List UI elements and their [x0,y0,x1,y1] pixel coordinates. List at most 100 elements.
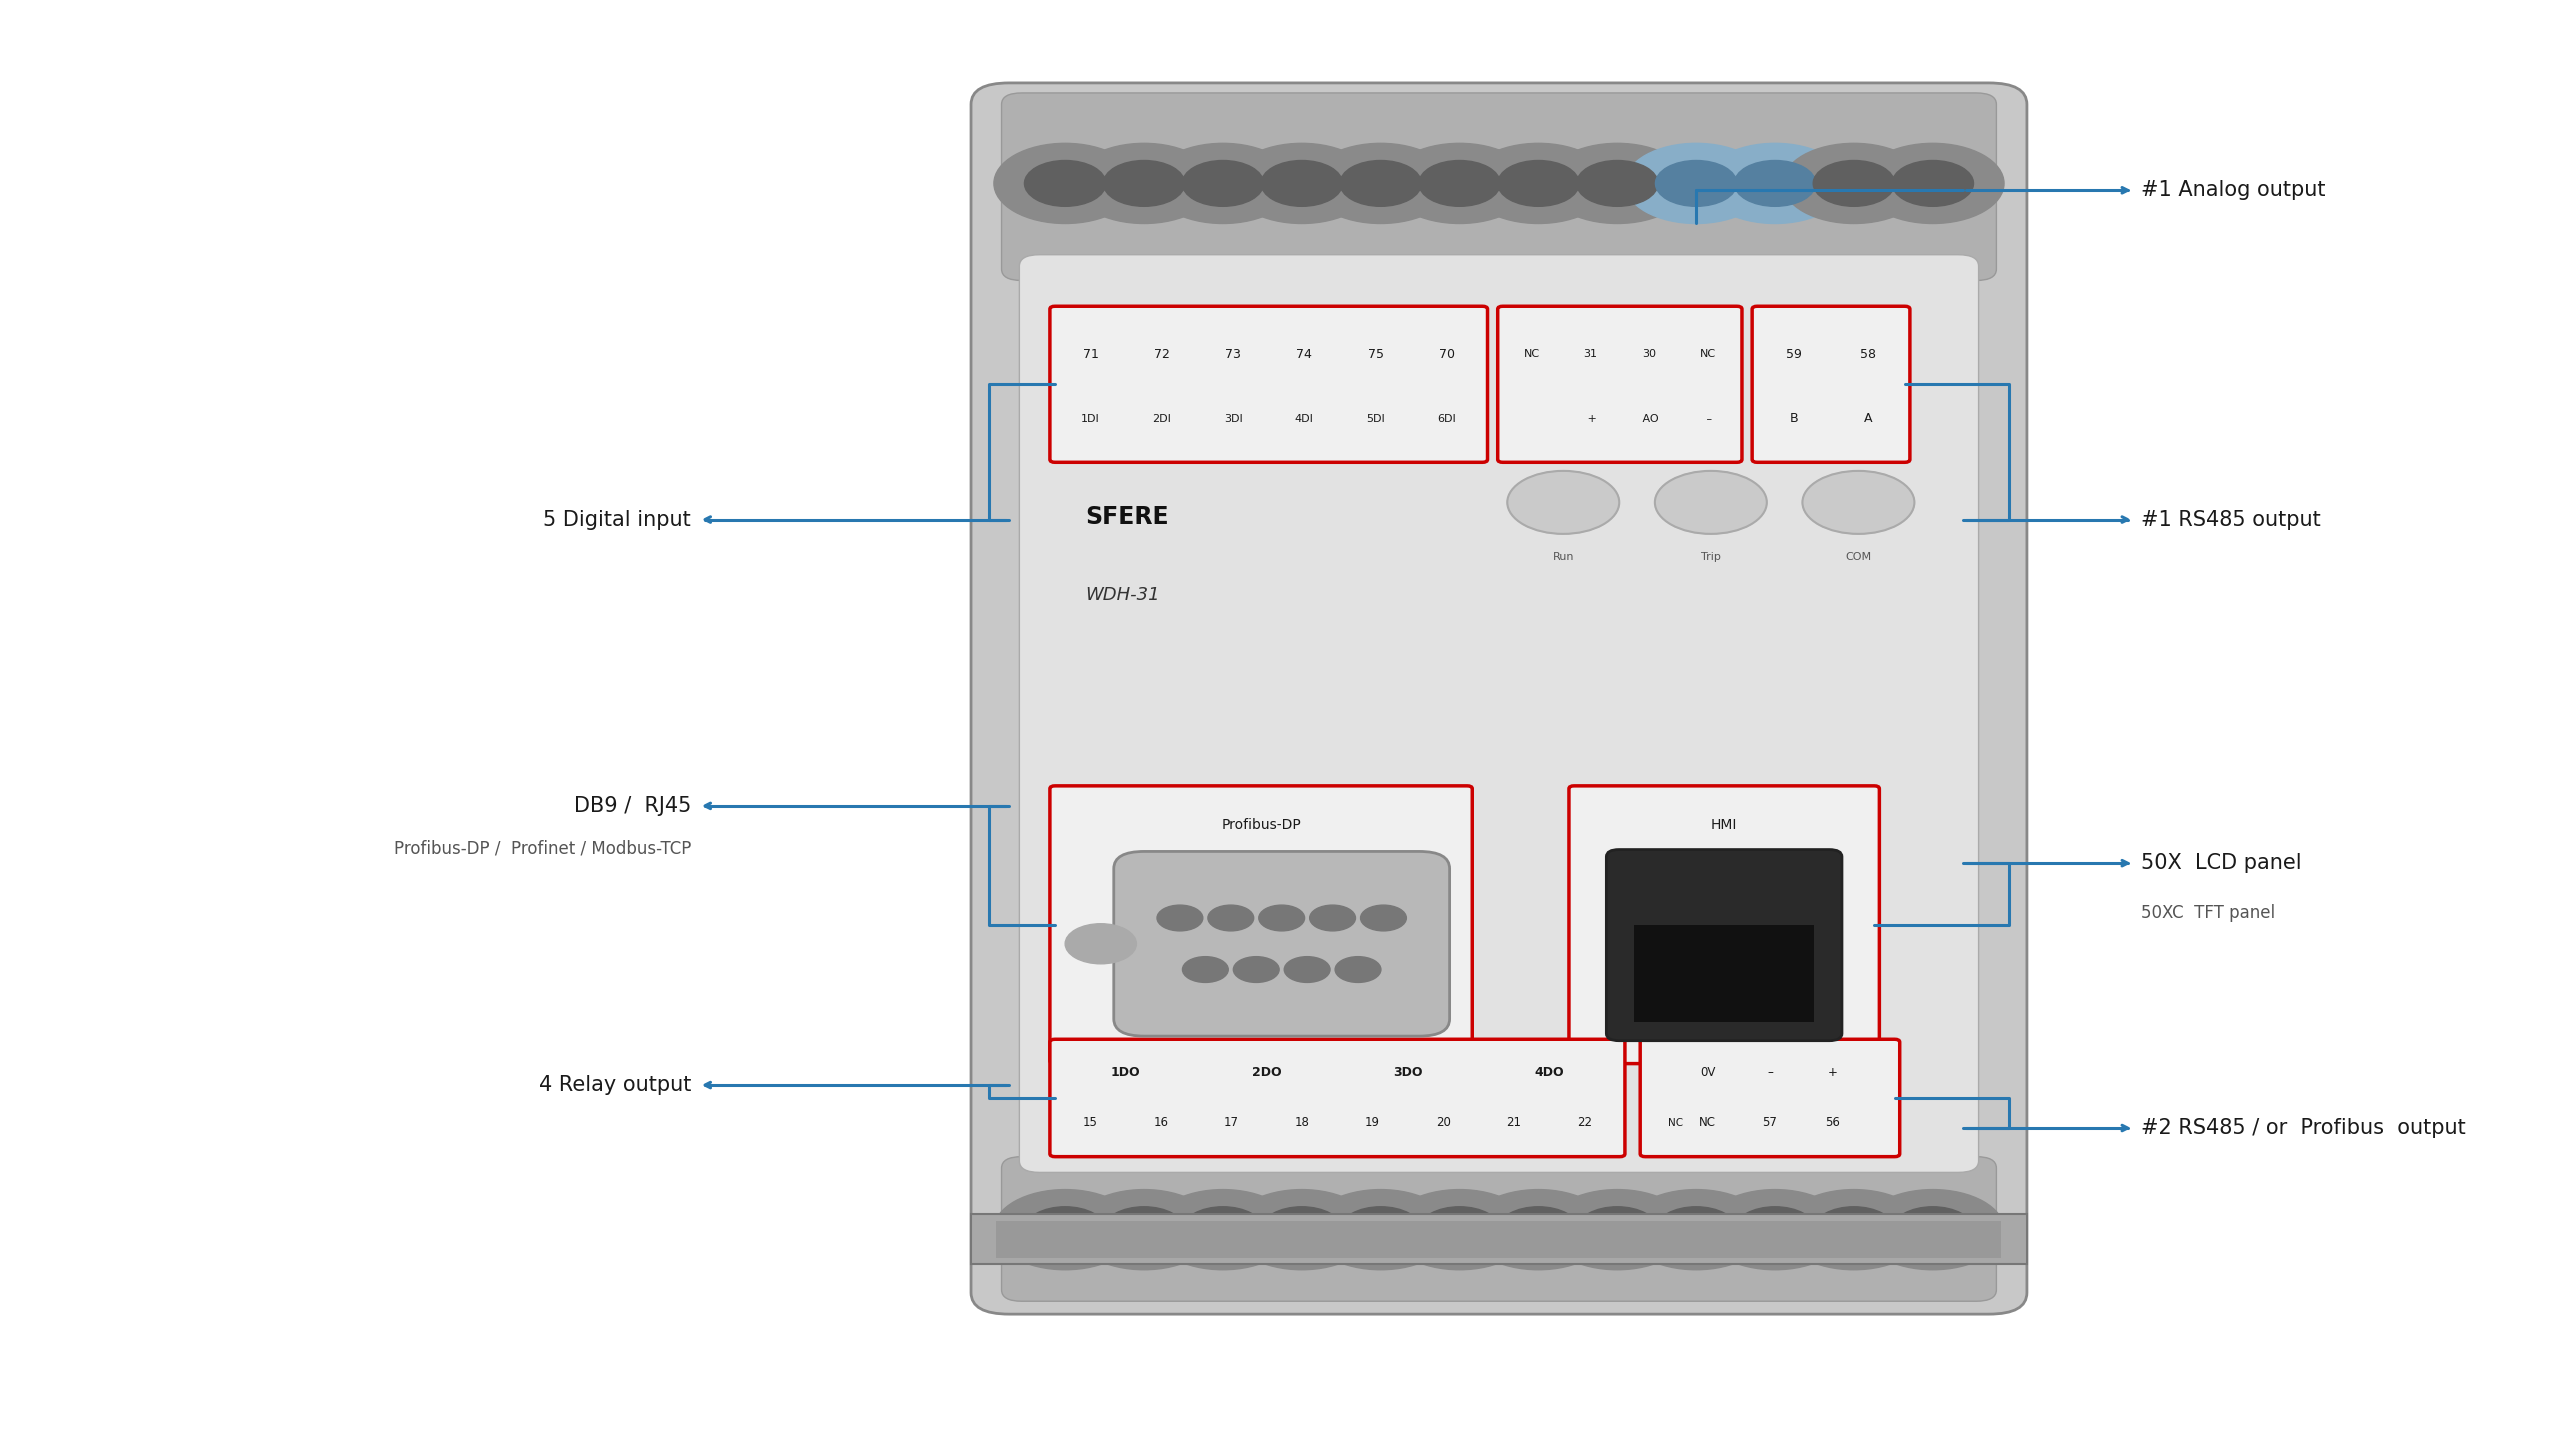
Circle shape [1073,1189,1216,1270]
FancyBboxPatch shape [970,84,2028,1315]
Circle shape [1103,1207,1185,1253]
Text: Trip: Trip [1700,553,1720,563]
Text: –: – [1766,1066,1774,1079]
Circle shape [1183,160,1265,206]
Circle shape [1231,1189,1372,1270]
Circle shape [1656,160,1736,206]
Text: 75: 75 [1367,347,1382,360]
Text: NC: NC [1700,1116,1715,1129]
Circle shape [1339,160,1421,206]
Circle shape [1183,956,1229,982]
Circle shape [1812,160,1894,206]
Text: 4DO: 4DO [1533,1066,1564,1079]
Text: 74: 74 [1295,347,1313,360]
Text: 50X  LCD panel: 50X LCD panel [2140,852,2301,873]
Text: 4 Relay output: 4 Relay output [538,1076,691,1094]
Text: 30: 30 [1641,350,1656,359]
Circle shape [1705,1189,1846,1270]
Text: WDH-31: WDH-31 [1085,586,1160,605]
Text: 2DI: 2DI [1152,413,1172,423]
Text: NC: NC [1523,350,1541,359]
Text: 70: 70 [1439,347,1454,360]
FancyBboxPatch shape [1019,255,1979,1172]
Text: 6DI: 6DI [1439,413,1457,423]
Circle shape [1892,1207,1974,1253]
Text: 31: 31 [1585,350,1597,359]
Circle shape [1782,144,1925,223]
Circle shape [1157,906,1203,930]
FancyBboxPatch shape [1605,850,1843,1041]
Circle shape [1183,1207,1265,1253]
Bar [1633,924,1815,1022]
Text: NC: NC [1667,1117,1682,1128]
Circle shape [1260,906,1306,930]
Circle shape [1231,144,1372,223]
Circle shape [1308,144,1452,223]
Circle shape [1285,956,1331,982]
Text: 58: 58 [1861,347,1876,360]
Bar [970,1214,2028,1264]
Circle shape [1103,160,1185,206]
Circle shape [1705,144,1846,223]
FancyBboxPatch shape [1001,94,1997,281]
FancyBboxPatch shape [1641,1040,1900,1156]
Text: 17: 17 [1224,1116,1239,1129]
Text: 4DI: 4DI [1295,413,1313,423]
Circle shape [1656,1207,1736,1253]
FancyBboxPatch shape [1050,1040,1626,1156]
Text: A: A [1864,412,1871,425]
Text: 1DI: 1DI [1080,413,1101,423]
Circle shape [1234,956,1280,982]
Text: Run: Run [1551,553,1574,563]
Circle shape [1308,1189,1452,1270]
Circle shape [1311,906,1354,930]
Text: Profibus-DP /  Profinet / Modbus-TCP: Profibus-DP / Profinet / Modbus-TCP [394,840,691,858]
Circle shape [1626,144,1766,223]
Circle shape [1812,1207,1894,1253]
Circle shape [1262,1207,1341,1253]
Circle shape [1418,160,1500,206]
Text: 59: 59 [1787,347,1802,360]
Circle shape [1508,471,1620,534]
FancyBboxPatch shape [1050,307,1487,462]
Circle shape [1152,144,1295,223]
Circle shape [1733,160,1815,206]
Text: #1 Analog output: #1 Analog output [2140,180,2327,200]
Text: 5 Digital input: 5 Digital input [543,510,691,530]
Circle shape [993,1189,1137,1270]
Circle shape [1467,144,1610,223]
Circle shape [1861,144,2004,223]
Circle shape [1073,144,1216,223]
Text: B: B [1789,412,1800,425]
Circle shape [1577,1207,1659,1253]
Circle shape [1336,956,1380,982]
Circle shape [1546,144,1690,223]
Circle shape [1388,1189,1531,1270]
FancyBboxPatch shape [1050,786,1472,1064]
Text: DB9 /  RJ45: DB9 / RJ45 [573,796,691,816]
Circle shape [1577,160,1659,206]
Text: 73: 73 [1226,347,1242,360]
Text: +: + [1585,413,1597,423]
Bar [996,1221,2002,1259]
FancyBboxPatch shape [1751,307,1910,462]
Text: COM: COM [1846,553,1871,563]
Circle shape [1065,923,1137,963]
Circle shape [1892,160,1974,206]
Circle shape [1654,471,1766,534]
Text: Profibus-DP: Profibus-DP [1221,818,1300,831]
Text: NC: NC [1700,350,1715,359]
Text: 5DI: 5DI [1367,413,1385,423]
Circle shape [1262,160,1341,206]
Text: –: – [1702,413,1713,423]
Circle shape [1546,1189,1690,1270]
Text: 1DO: 1DO [1111,1066,1139,1079]
Text: 71: 71 [1083,347,1098,360]
Text: 57: 57 [1761,1116,1777,1129]
Text: 2DO: 2DO [1252,1066,1283,1079]
Circle shape [1782,1189,1925,1270]
Text: 0V: 0V [1700,1066,1715,1079]
FancyBboxPatch shape [1498,307,1741,462]
Text: 72: 72 [1155,347,1170,360]
Circle shape [1208,906,1254,930]
